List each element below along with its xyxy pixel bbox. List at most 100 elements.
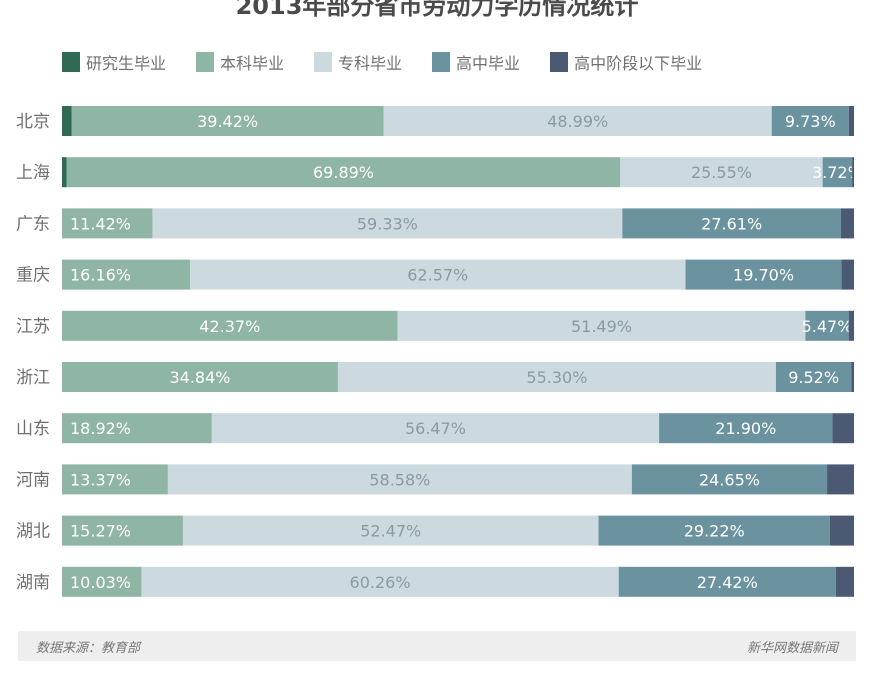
row-label: 广东 — [16, 214, 50, 234]
data-label: 18.92% — [70, 419, 131, 438]
bar-segment — [62, 259, 190, 290]
bar-segment — [397, 310, 806, 341]
data-label: 9.52% — [788, 368, 839, 387]
data-source: 数据来源：教育部 — [36, 640, 141, 656]
bar-segment — [827, 464, 854, 495]
bar-segment — [852, 157, 854, 188]
data-label: 55.30% — [526, 368, 587, 387]
bar-segment — [659, 413, 833, 444]
bar-segment — [851, 362, 854, 392]
data-label: 27.42% — [697, 573, 758, 592]
data-label: 69.89% — [313, 163, 374, 182]
bar-segment — [62, 106, 72, 136]
data-label: 10.03% — [70, 573, 131, 592]
data-label: 51.49% — [571, 317, 632, 336]
row-label: 河南 — [16, 470, 50, 490]
bar-segment — [822, 157, 853, 188]
legend-swatch — [432, 52, 451, 72]
legend-label: 高中阶段以下毕业 — [574, 54, 703, 73]
legend-label: 研究生毕业 — [86, 54, 167, 73]
bar-segment — [62, 464, 168, 495]
data-label: 3.72% — [812, 163, 863, 182]
data-label: 11.42% — [70, 214, 131, 233]
bar-segment — [620, 157, 823, 188]
data-label: 34.84% — [169, 368, 230, 387]
legend-swatch — [196, 52, 215, 72]
row-label: 浙江 — [16, 368, 50, 388]
bar-segment — [337, 362, 776, 392]
bar-segment — [62, 157, 67, 188]
bar-segment — [167, 464, 632, 495]
bar-segment — [141, 566, 619, 597]
data-label: 29.22% — [684, 522, 745, 541]
bar-segment — [66, 157, 621, 188]
bar-segment — [848, 310, 854, 341]
legend-label: 专科毕业 — [338, 54, 403, 73]
bar-segment — [618, 566, 836, 597]
bar-segment — [62, 566, 142, 597]
data-label: 39.42% — [197, 112, 258, 131]
legend-item: 本科毕业 — [196, 50, 284, 74]
publisher-credit: 新华网数据新闻 — [746, 640, 838, 656]
bar-segment — [631, 464, 828, 495]
legend-label: 高中毕业 — [456, 54, 521, 73]
bar-segment — [829, 515, 854, 546]
bar-segment — [775, 362, 852, 392]
legend-swatch — [62, 52, 80, 72]
chart-legend: 研究生毕业 本科毕业 专科毕业 高中毕业 高中阶段以下毕业 — [62, 48, 862, 76]
legend-swatch — [550, 52, 569, 72]
bar-segment — [62, 208, 153, 239]
data-label: 19.70% — [733, 266, 794, 285]
legend-item: 研究生毕业 — [62, 50, 166, 74]
data-label: 48.99% — [547, 112, 608, 131]
row-label: 北京 — [16, 112, 50, 132]
bar-segment — [835, 566, 854, 597]
data-label: 56.47% — [405, 419, 466, 438]
bar-segment — [622, 208, 842, 239]
data-label: 9.73% — [785, 112, 836, 131]
bar-segment — [62, 362, 338, 392]
data-label: 52.47% — [360, 522, 421, 541]
legend-label: 本科毕业 — [220, 54, 285, 73]
legend-item: 高中毕业 — [432, 50, 520, 74]
bar-segment — [841, 208, 854, 239]
data-label: 27.61% — [701, 214, 762, 233]
bar-segment — [848, 106, 854, 136]
data-label: 5.47% — [802, 317, 853, 336]
bar-segment — [685, 259, 842, 290]
bar-segment — [771, 106, 849, 136]
bar-segment — [152, 208, 623, 239]
data-label: 60.26% — [350, 573, 411, 592]
bar-segment — [805, 310, 849, 341]
data-label: 21.90% — [715, 419, 776, 438]
bar-segment — [71, 106, 384, 136]
row-label: 上海 — [16, 163, 50, 183]
row-label: 重庆 — [16, 266, 50, 286]
row-label: 湖北 — [16, 522, 50, 542]
data-label: 25.55% — [691, 163, 752, 182]
legend-item: 高中阶段以下毕业 — [550, 50, 702, 74]
data-label: 13.37% — [70, 470, 131, 489]
row-label: 山东 — [16, 419, 50, 439]
data-label: 24.65% — [699, 470, 760, 489]
data-label: 15.27% — [70, 522, 131, 541]
row-label: 湖南 — [16, 573, 50, 593]
data-label: 42.37% — [199, 317, 260, 336]
chart-footer: 数据来源：教育部 新华网数据新闻 — [18, 631, 856, 661]
bar-segment — [62, 413, 212, 444]
data-label: 16.16% — [70, 266, 131, 285]
bar-segment — [383, 106, 772, 136]
bar-segment — [832, 413, 854, 444]
data-label: 62.57% — [407, 266, 468, 285]
bar-segment — [598, 515, 830, 546]
bar-segment — [211, 413, 660, 444]
legend-item: 专科毕业 — [314, 50, 402, 74]
bar-segment — [841, 259, 854, 290]
legend-swatch — [314, 52, 333, 72]
bar-segment — [189, 259, 686, 290]
chart-title: 2013年部分省市劳动力学历情况统计 — [235, 0, 639, 20]
bar-segment — [62, 515, 183, 546]
bar-segment — [62, 310, 398, 341]
row-label: 江苏 — [16, 317, 50, 337]
